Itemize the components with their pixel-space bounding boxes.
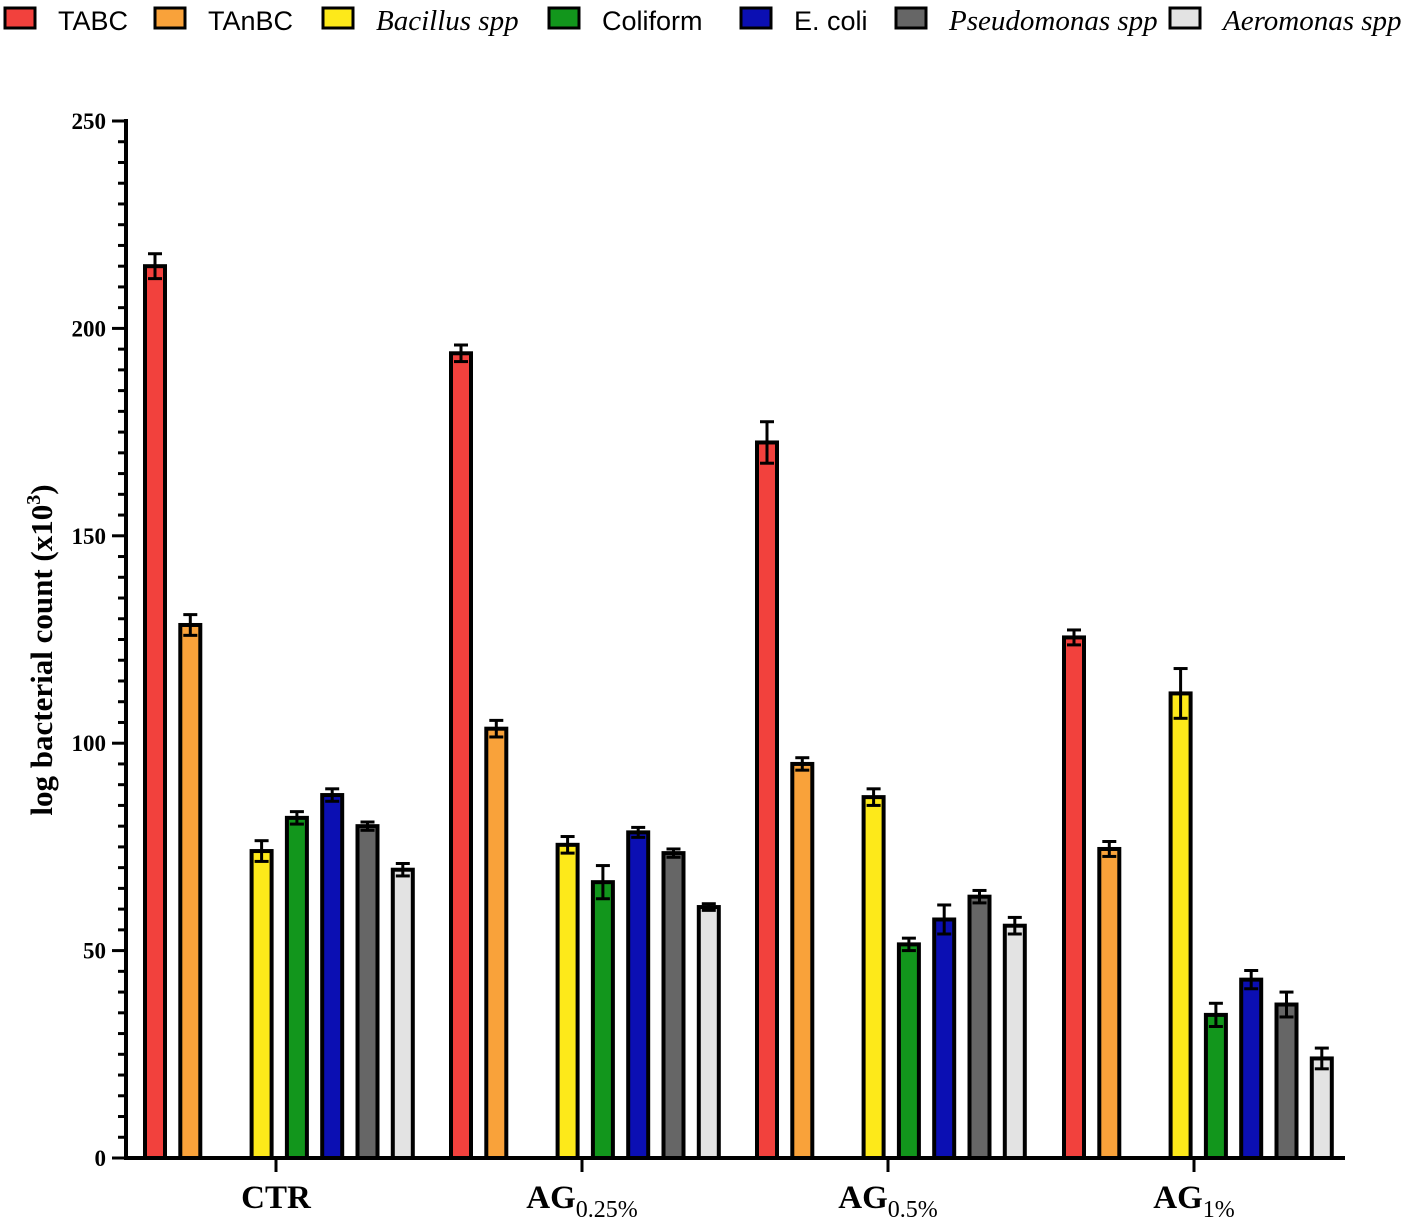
x-tick-label-main-2: AG: [838, 1180, 888, 1216]
bar-2-1: [555, 842, 580, 1160]
y-tick-label-1: 50: [83, 939, 106, 964]
legend-swatch-6: [1168, 6, 1202, 30]
x-tick-label-0: CTR: [241, 1180, 312, 1216]
legend-label-1: TAnBC: [208, 6, 293, 36]
legend-swatch-2: [321, 6, 355, 30]
bar-2-0: [249, 849, 274, 1160]
x-tick-label-3: AG1%: [1153, 1180, 1235, 1222]
axis-labels: log bacterial count (x103): [23, 484, 59, 815]
x-tick-label-sub-1: 0.25%: [576, 1197, 638, 1222]
legend-swatch-4: [739, 6, 773, 30]
bar-1-3: [1097, 846, 1122, 1160]
bar-5-1: [661, 851, 686, 1160]
bar-0-0: [143, 264, 167, 1160]
bar-6-2: [1002, 923, 1027, 1160]
y-axis-label-superscript: 3: [23, 495, 45, 505]
x-tick-label-main-3: AG: [1153, 1180, 1203, 1216]
legend-label-2: Bacillus spp: [376, 5, 519, 37]
bar-1-2: [790, 761, 815, 1160]
bar-4-2: [932, 917, 957, 1160]
x-tick-label-sub-3: 1%: [1203, 1197, 1235, 1222]
bar-5-2: [967, 894, 992, 1161]
bar-0-2: [755, 440, 779, 1161]
bar-6-0: [390, 867, 415, 1160]
bar-2-3: [1168, 691, 1193, 1160]
bar-1-1: [484, 726, 509, 1160]
x-tick-label-main-0: CTR: [241, 1180, 312, 1216]
y-tick-label-0: 0: [95, 1146, 107, 1171]
y-tick-label-2: 100: [72, 731, 107, 756]
bar-3-1: [590, 880, 615, 1161]
bar-6-3: [1309, 1056, 1334, 1160]
bar-1-0: [178, 622, 203, 1160]
bar-6-1: [696, 905, 721, 1161]
bar-5-3: [1274, 1002, 1299, 1160]
legend-label-6: Aeromonas spp: [1221, 5, 1402, 37]
bars: [143, 252, 1334, 1161]
legend-label-0: TABC: [58, 6, 128, 36]
bar-5-0: [355, 824, 380, 1160]
bar-3-0: [284, 815, 309, 1160]
y-axis-label: log bacterial count (x103): [23, 484, 59, 815]
legend: TABC TAnBC Bacillus spp Coliform E. coli Pseu…: [3, 5, 1402, 37]
x-tick-label-main-1: AG: [526, 1180, 576, 1216]
y-tick-label-4: 200: [72, 316, 107, 341]
bar-3-3: [1203, 1012, 1228, 1160]
legend-swatch-1: [153, 6, 187, 30]
legend-swatch-3: [547, 6, 581, 30]
legend-label-4: E. coli: [794, 6, 868, 36]
legend-swatch-5: [894, 6, 928, 30]
y-tick-label-3: 150: [72, 524, 107, 549]
bar-4-0: [320, 793, 345, 1160]
bar-3-2: [896, 942, 921, 1160]
legend-label-5: Pseudomonas spp: [948, 5, 1158, 37]
y-tick-label-5: 250: [72, 109, 107, 134]
x-tick-label-sub-2: 0.5%: [888, 1197, 938, 1222]
legend-label-3: Coliform: [602, 6, 703, 36]
y-axis-label-text: log bacterial count (x10: [24, 505, 59, 816]
bar-0-1: [449, 351, 473, 1160]
bar-4-3: [1239, 977, 1264, 1160]
bar-2-2: [861, 795, 886, 1161]
legend-swatch-0: [3, 6, 37, 30]
y-axis-label-close: ): [24, 484, 59, 494]
bar-4-1: [626, 830, 651, 1161]
x-tick-label-1: AG0.25%: [526, 1180, 638, 1222]
bar-0-3: [1062, 635, 1086, 1160]
x-tick-label-2: AG0.5%: [838, 1180, 938, 1222]
